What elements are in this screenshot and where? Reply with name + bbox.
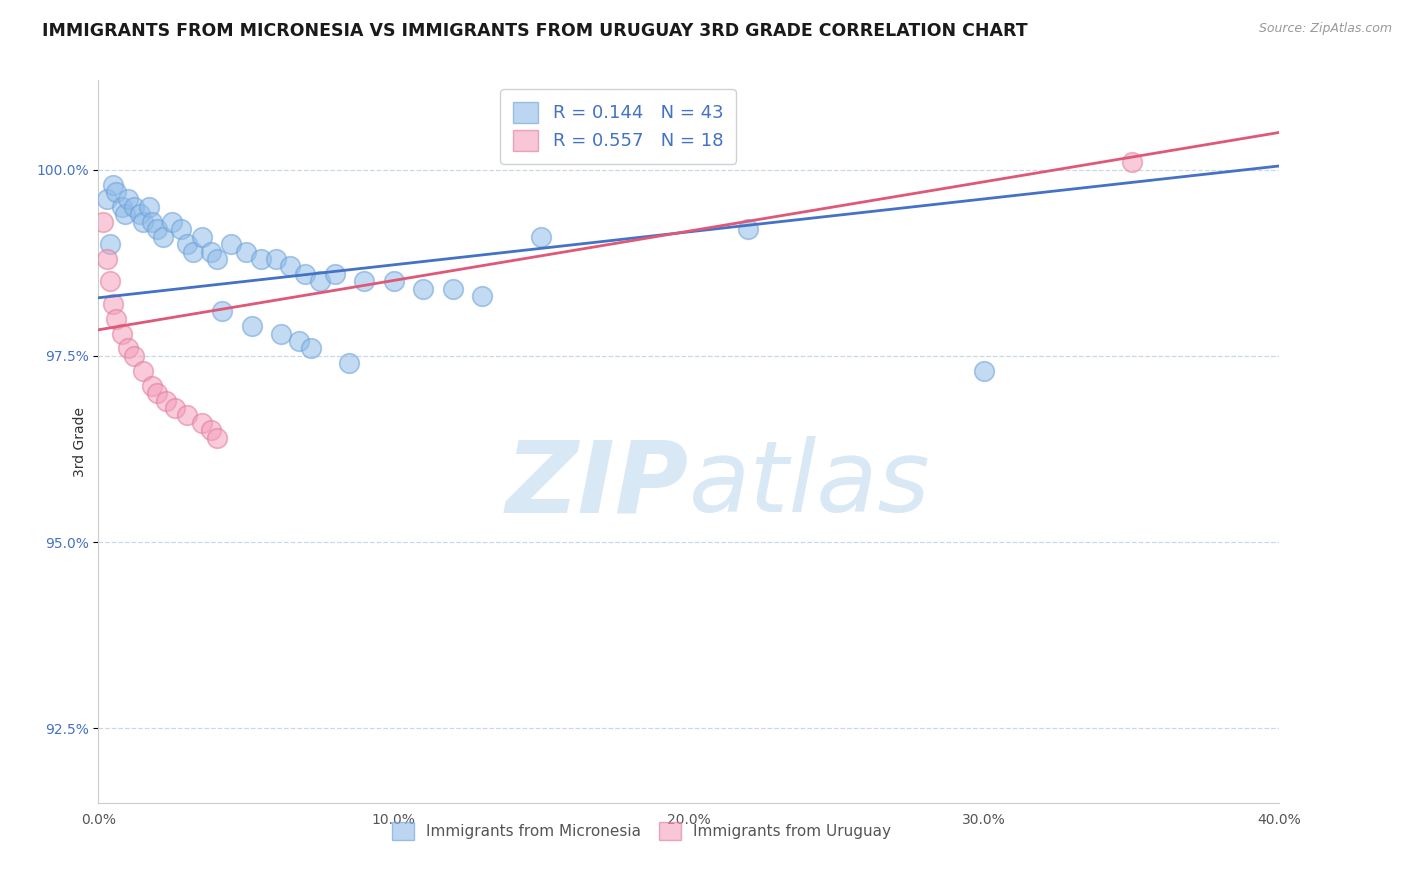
Point	[105, 311, 128, 326]
Point	[181, 244, 204, 259]
Point	[191, 229, 214, 244]
Point	[132, 215, 155, 229]
Point	[155, 393, 177, 408]
Point	[1121, 155, 1143, 169]
Point	[471, 289, 494, 303]
Point	[165, 401, 187, 415]
Point	[96, 252, 118, 266]
Point	[146, 386, 169, 401]
Point	[240, 319, 263, 334]
Text: Source: ZipAtlas.com: Source: ZipAtlas.com	[1258, 22, 1392, 36]
Point	[152, 229, 174, 244]
Point	[309, 274, 332, 288]
Point	[138, 200, 160, 214]
Point	[441, 282, 464, 296]
Point	[103, 178, 125, 192]
Point	[170, 222, 193, 236]
Point	[98, 274, 121, 288]
Point	[114, 207, 136, 221]
Point	[128, 207, 150, 221]
Point	[132, 364, 155, 378]
Point	[91, 215, 114, 229]
Point	[111, 326, 134, 341]
Point	[323, 267, 346, 281]
Point	[176, 237, 198, 252]
Point	[339, 356, 361, 370]
Text: atlas: atlas	[689, 436, 931, 533]
Point	[205, 431, 228, 445]
Point	[122, 349, 145, 363]
Y-axis label: 3rd Grade: 3rd Grade	[73, 407, 87, 476]
Point	[105, 185, 128, 199]
Point	[162, 215, 183, 229]
Point	[299, 342, 322, 356]
Point	[122, 200, 145, 214]
Point	[211, 304, 233, 318]
Point	[530, 229, 553, 244]
Point	[264, 252, 287, 266]
Point	[200, 423, 222, 437]
Point	[205, 252, 228, 266]
Point	[103, 297, 125, 311]
Point	[294, 267, 316, 281]
Legend: Immigrants from Micronesia, Immigrants from Uruguay: Immigrants from Micronesia, Immigrants f…	[387, 816, 897, 846]
Point	[117, 342, 139, 356]
Point	[111, 200, 134, 214]
Point	[141, 378, 163, 392]
Point	[382, 274, 405, 288]
Point	[737, 222, 759, 236]
Point	[191, 416, 214, 430]
Point	[117, 193, 139, 207]
Point	[250, 252, 273, 266]
Point	[146, 222, 169, 236]
Point	[973, 364, 995, 378]
Point	[96, 193, 118, 207]
Point	[221, 237, 243, 252]
Text: IMMIGRANTS FROM MICRONESIA VS IMMIGRANTS FROM URUGUAY 3RD GRADE CORRELATION CHAR: IMMIGRANTS FROM MICRONESIA VS IMMIGRANTS…	[42, 22, 1028, 40]
Point	[280, 260, 302, 274]
Point	[176, 409, 198, 423]
Point	[288, 334, 311, 348]
Point	[270, 326, 292, 341]
Point	[200, 244, 222, 259]
Point	[141, 215, 163, 229]
Point	[235, 244, 257, 259]
Point	[412, 282, 434, 296]
Text: ZIP: ZIP	[506, 436, 689, 533]
Point	[353, 274, 375, 288]
Point	[98, 237, 121, 252]
